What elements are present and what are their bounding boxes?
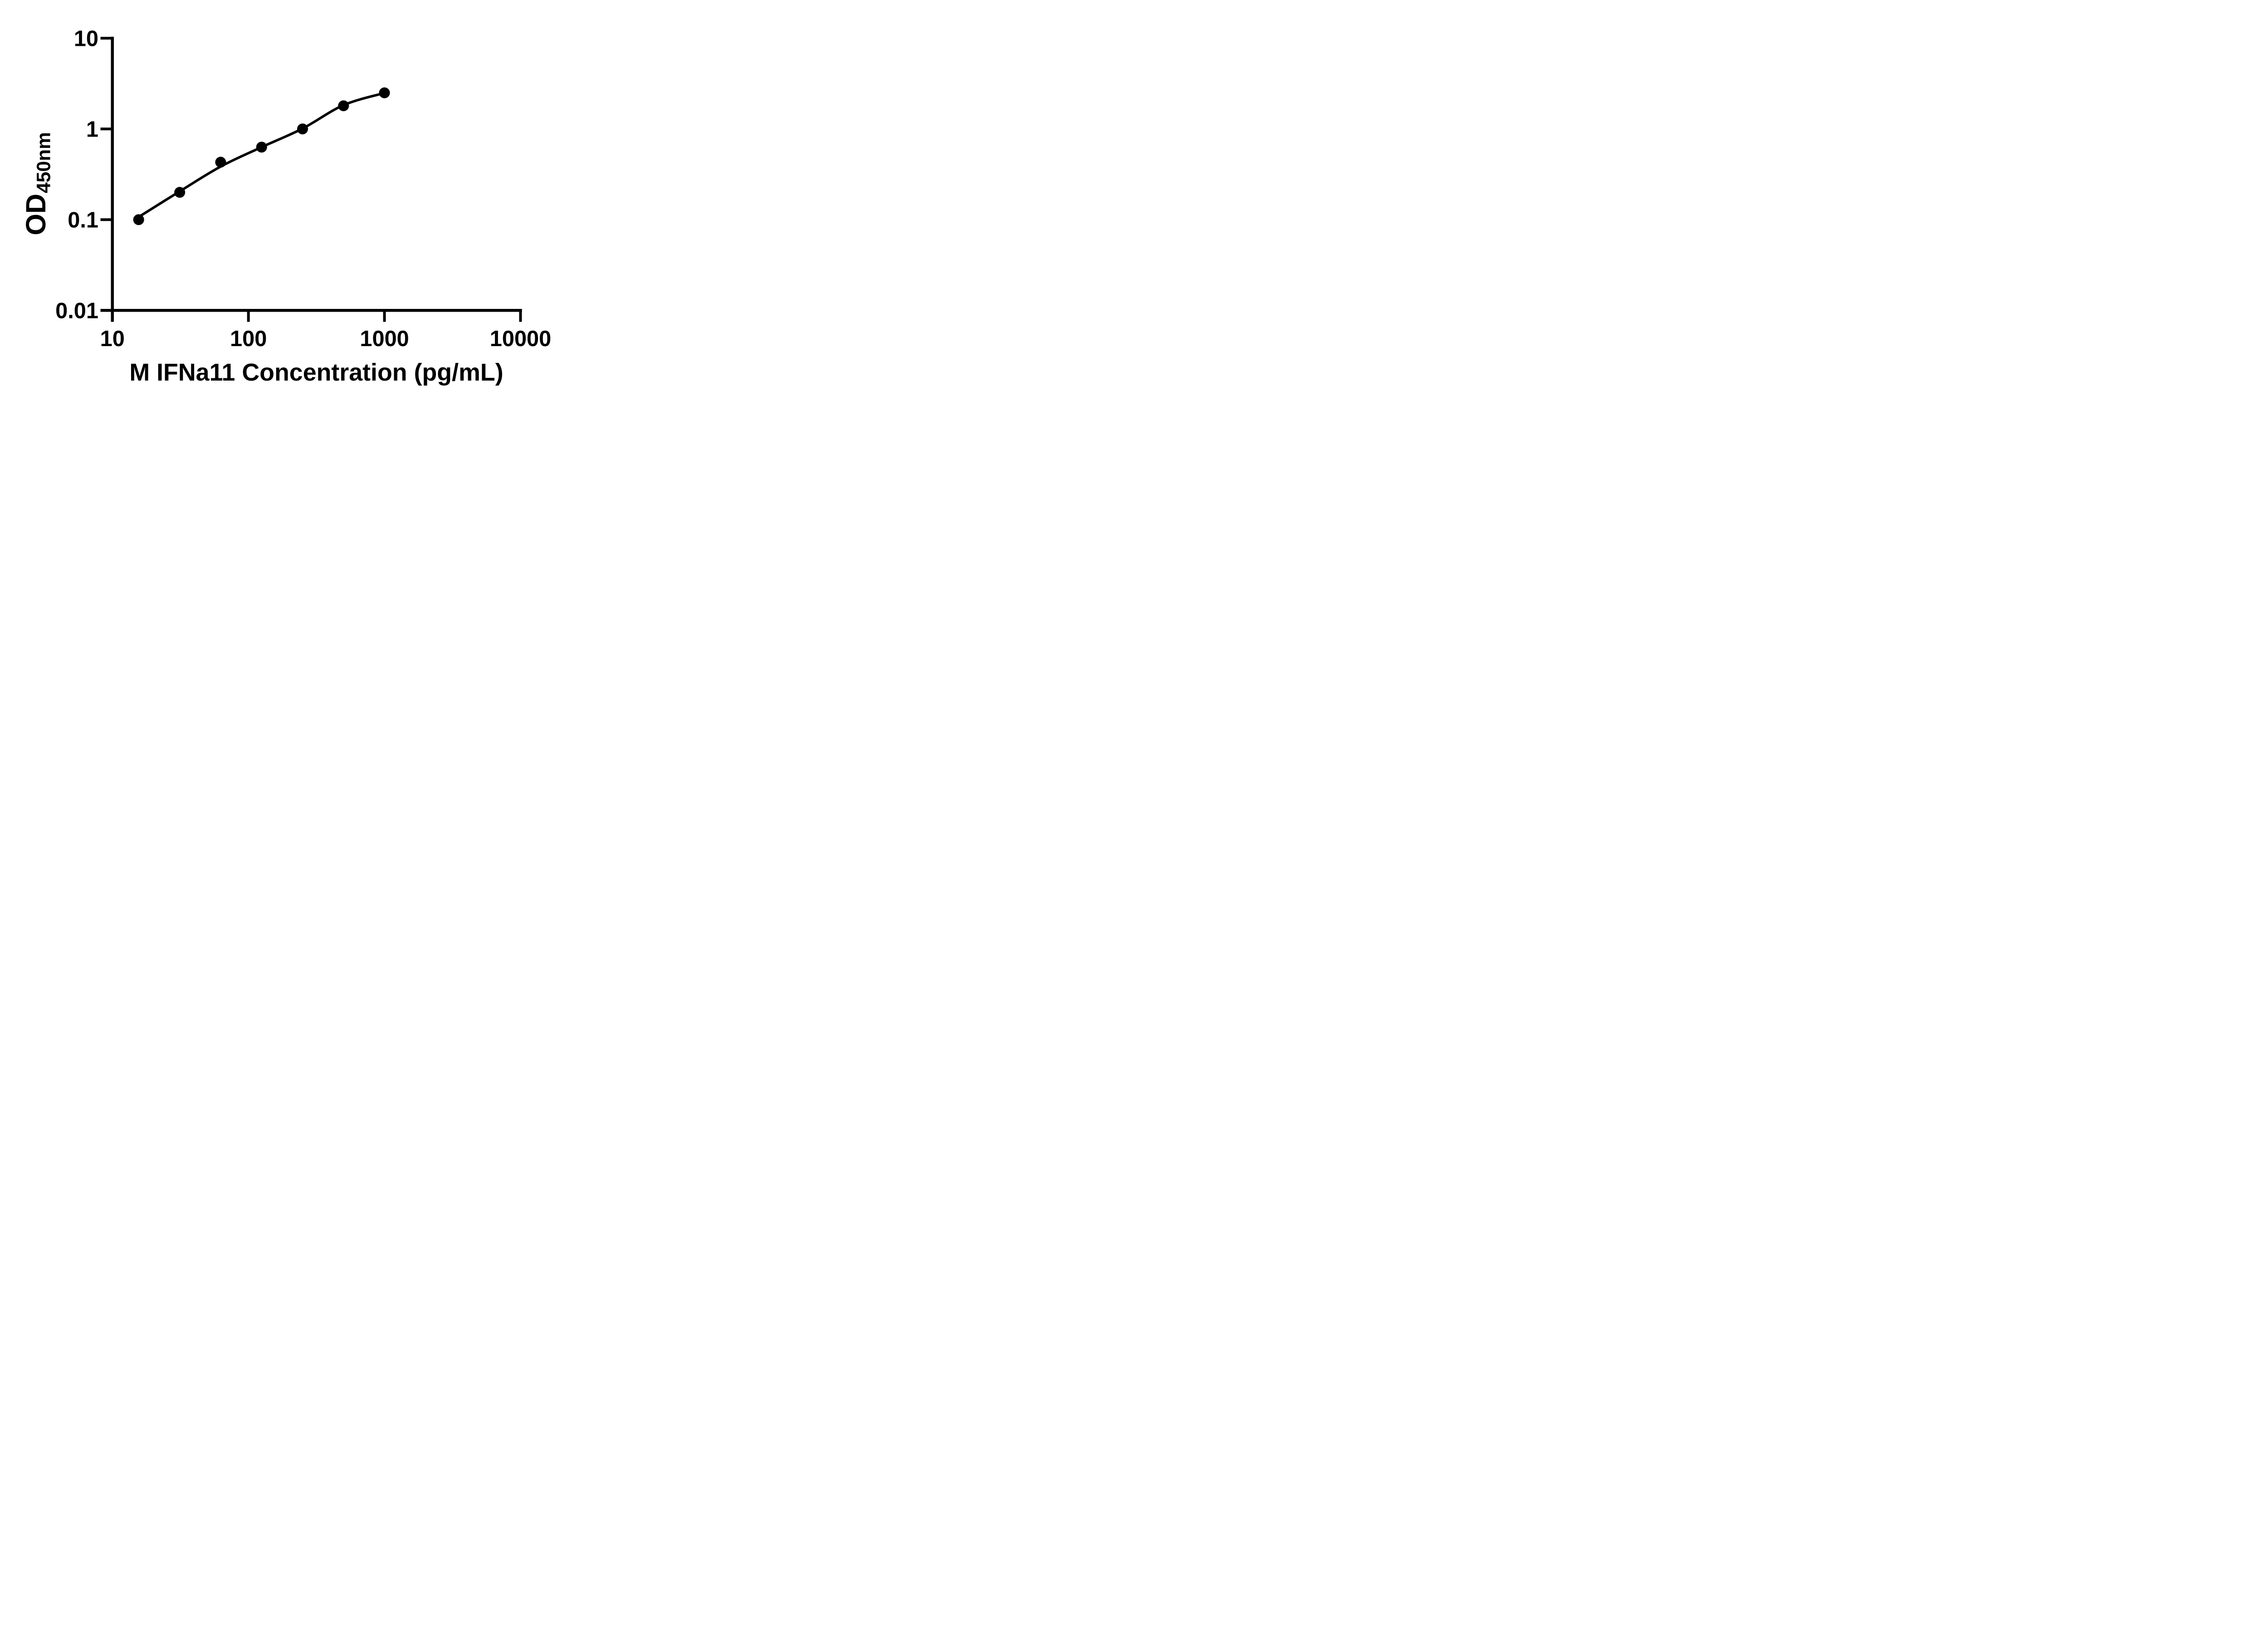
data-point <box>215 156 226 168</box>
y-axis-title: OD 450nm <box>20 132 55 235</box>
x-tick-label: 100 <box>230 327 267 351</box>
y-tick-label: 1 <box>86 117 98 142</box>
data-point <box>379 87 390 98</box>
elisa-standard-curve-figure: 10 1 0.1 0.01 10 100 1000 10000 M IFNa11 Concen… <box>0 0 583 408</box>
y-axis-title-main: OD <box>20 194 51 235</box>
x-tick-label: 1000 <box>360 327 409 351</box>
x-axis-title: M IFNa11 Concentration (pg/mL) <box>129 359 503 386</box>
data-point <box>174 187 186 198</box>
data-point <box>133 214 144 225</box>
y-tick-label: 10 <box>74 26 98 51</box>
data-point <box>338 100 349 112</box>
y-axis-title-subscript: 450nm <box>34 132 55 193</box>
x-tick-label: 10 <box>100 327 125 351</box>
fit-curve <box>137 92 386 219</box>
x-tick-label: 10000 <box>490 327 552 351</box>
data-point <box>256 142 267 153</box>
y-tick-label: 0.01 <box>55 298 98 323</box>
y-tick-label: 0.1 <box>68 208 98 232</box>
data-point <box>297 123 308 135</box>
